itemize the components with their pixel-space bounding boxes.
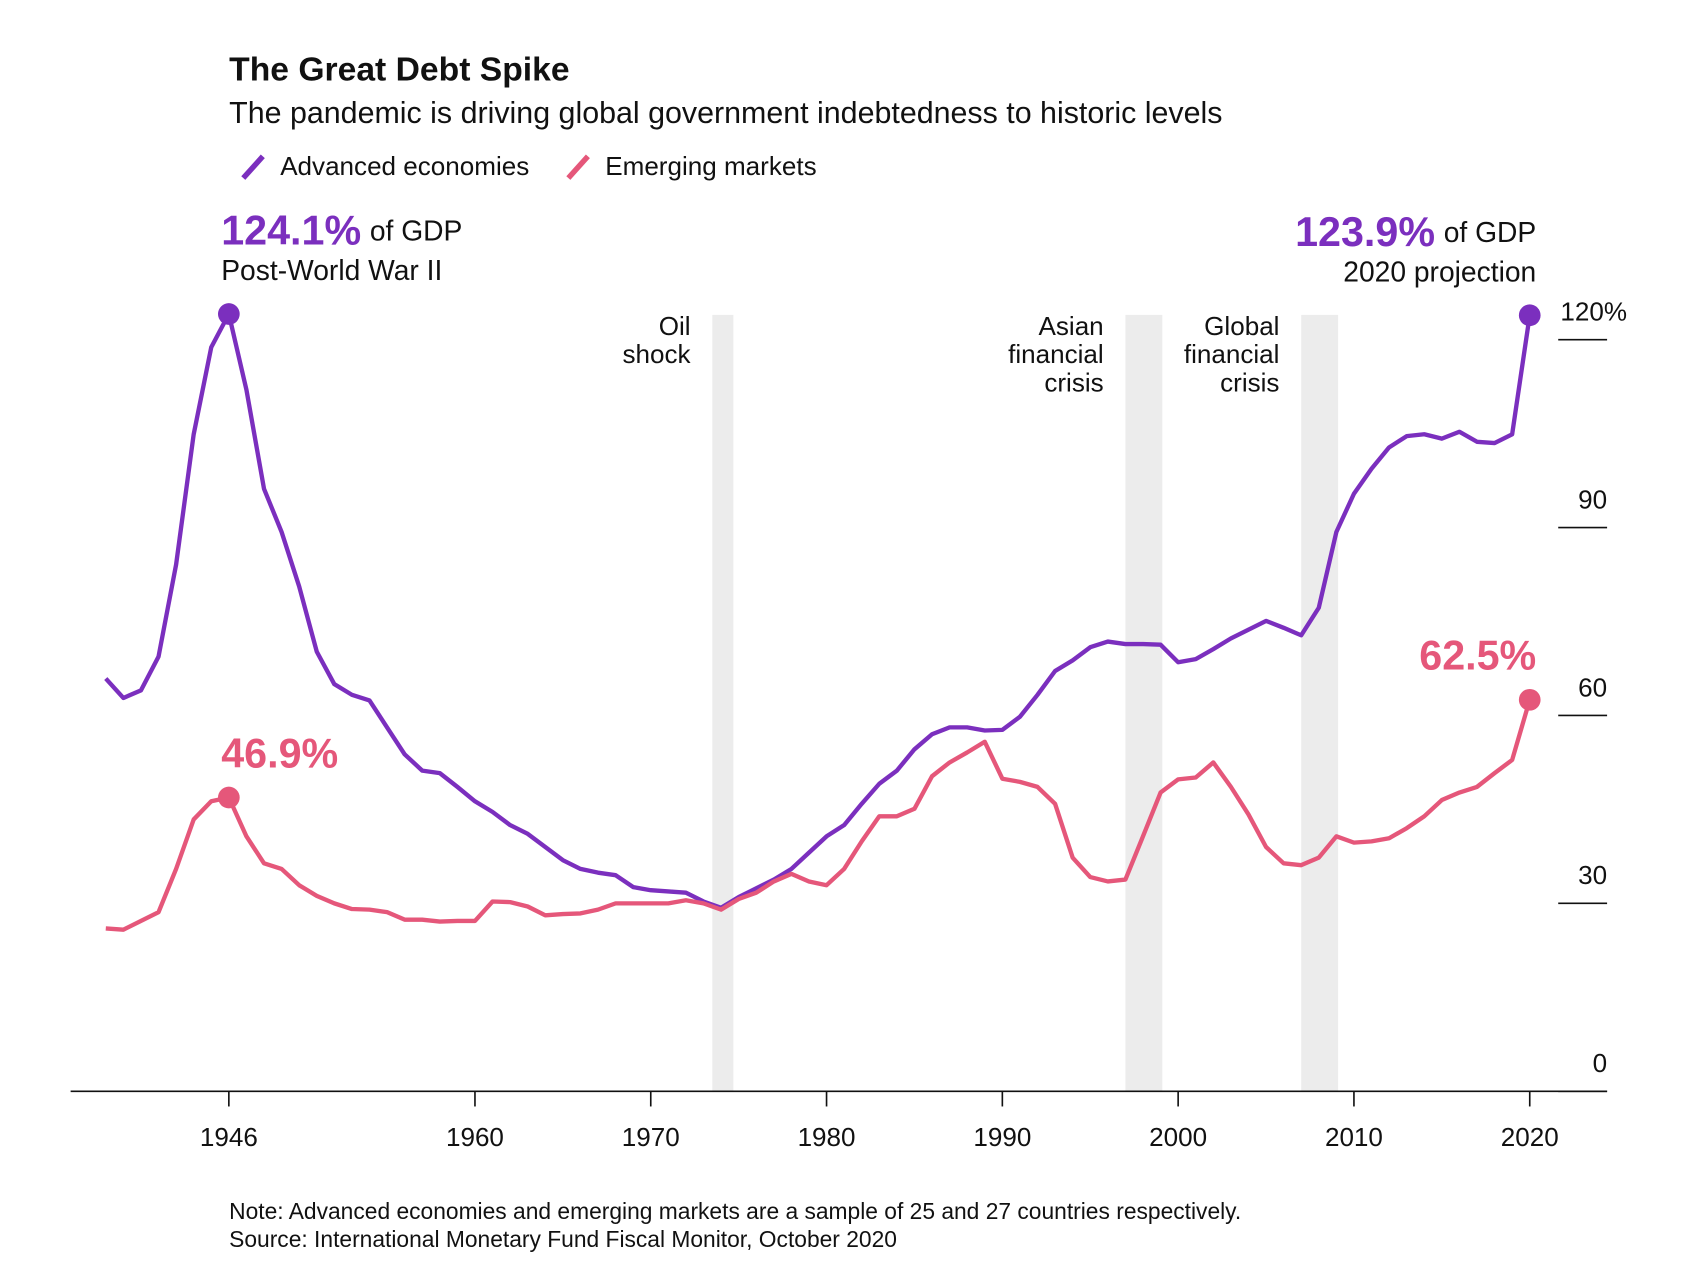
x-tick-label: 2020 (1501, 1122, 1559, 1152)
shaded-period (712, 314, 734, 1092)
annotation-note: 2020 projection (1343, 255, 1536, 287)
y-tick-label: 90 (1578, 484, 1607, 514)
highlight-point (1518, 688, 1541, 711)
x-tick-label: 2010 (1325, 1122, 1383, 1152)
y-tick-label: 30 (1578, 860, 1607, 890)
shaded-label: Global (1204, 311, 1279, 341)
highlight-point (1518, 304, 1541, 327)
shaded-label: crisis (1044, 367, 1103, 397)
highlight-point (217, 303, 240, 325)
shaded-label: crisis (1220, 367, 1279, 397)
shaded-label: financial (1008, 339, 1104, 369)
shaded-label: shock (623, 339, 692, 369)
annotation-suffix: of GDP (370, 215, 463, 247)
shaded-period (1125, 314, 1163, 1092)
x-tick-label: 1960 (446, 1122, 504, 1152)
annotation-value: 46.9% (221, 730, 338, 776)
shaded-period (1301, 314, 1339, 1092)
x-tick-label: 1946 (200, 1122, 258, 1152)
x-tick-label: 1990 (973, 1122, 1031, 1152)
annotation-value: 124.1% (221, 208, 361, 254)
legend-swatch (241, 154, 265, 180)
series-line (104, 311, 1532, 910)
annotation-value: 62.5% (1419, 632, 1536, 678)
x-tick-label: 1970 (622, 1122, 680, 1152)
x-tick-label: 1980 (798, 1122, 856, 1152)
annotation-value: 123.9% (1295, 209, 1435, 255)
shaded-label: financial (1184, 339, 1280, 369)
x-tick-label: 2000 (1149, 1122, 1207, 1152)
chart-subtitle: The pandemic is driving global governmen… (229, 96, 1222, 130)
annotation-suffix: of GDP (1444, 216, 1537, 248)
source: Source: International Monetary Fund Fisc… (229, 1226, 897, 1252)
y-tick-label: 120% (1560, 297, 1627, 327)
y-tick-label: 60 (1578, 672, 1607, 702)
shaded-label: Oil (659, 311, 691, 341)
series-line (105, 699, 1532, 932)
legend-label: Emerging markets (605, 151, 816, 181)
y-tick-label: 0 (1593, 1048, 1608, 1078)
chart-title: The Great Debt Spike (229, 52, 569, 89)
annotation: 46.9% (221, 730, 338, 776)
annotation: 62.5% (1419, 632, 1536, 678)
legend-label: Advanced economies (280, 151, 529, 181)
note: Note: Advanced economies and emerging ma… (229, 1198, 1241, 1224)
highlight-point (217, 786, 240, 809)
annotation-note: Post-World War II (221, 254, 442, 286)
annotation: 124.1% of GDP (221, 208, 462, 254)
annotation: 123.9% of GDP (1295, 209, 1536, 255)
legend-swatch (566, 154, 590, 180)
shaded-label: Asian (1039, 311, 1104, 341)
